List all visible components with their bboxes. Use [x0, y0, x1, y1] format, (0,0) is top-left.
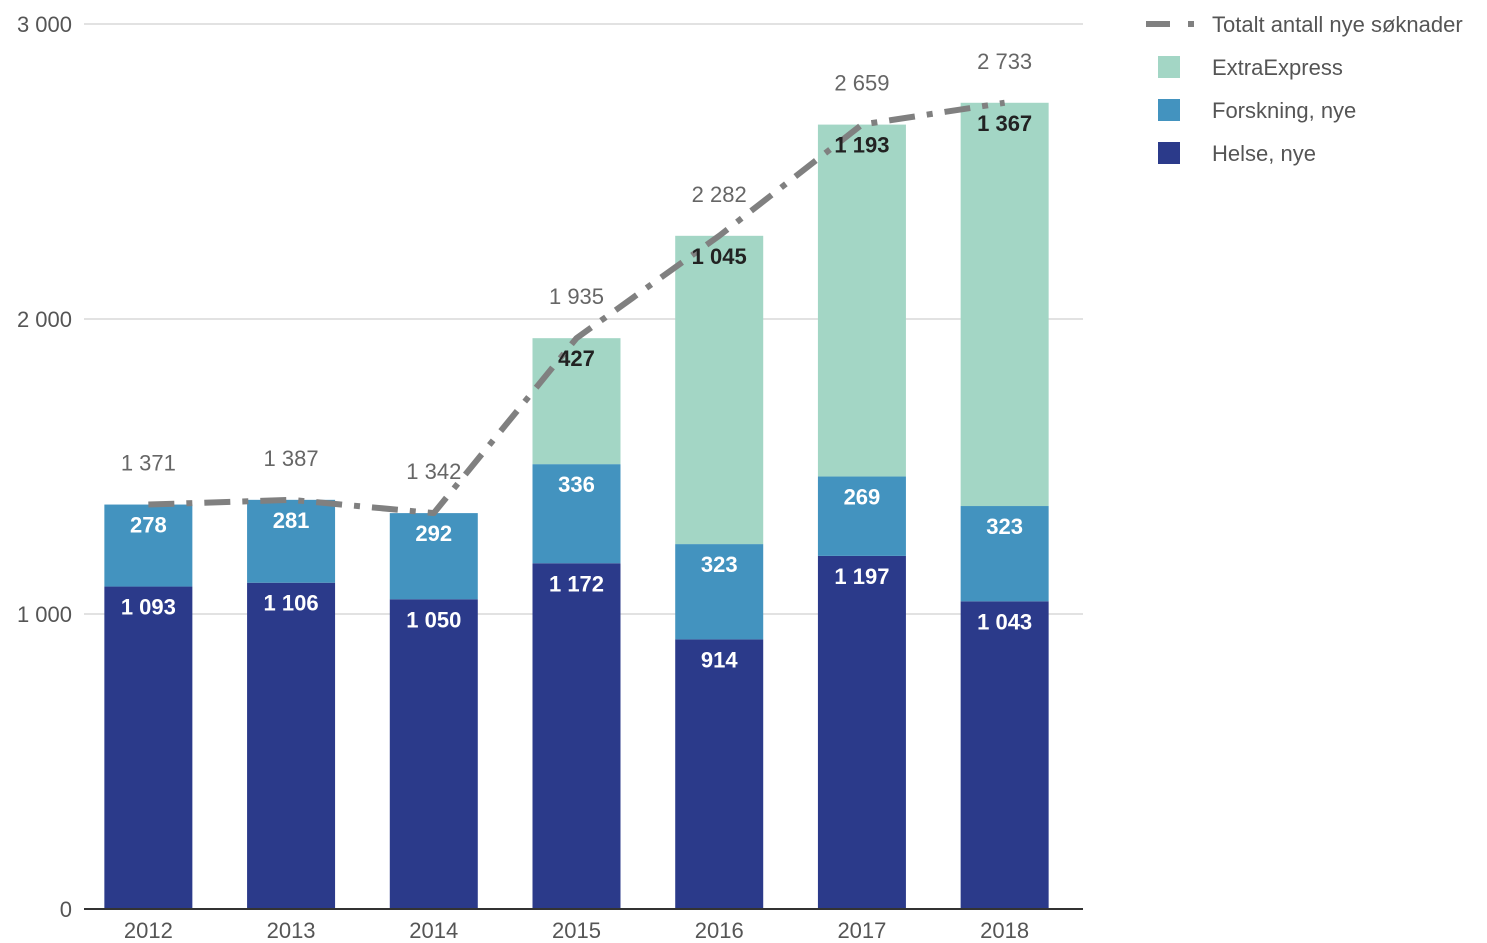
x-tick-label: 2016: [695, 918, 744, 943]
bar-segment: [675, 235, 764, 545]
bar-segment: [675, 544, 764, 640]
total-value-label: 2 282: [692, 182, 747, 207]
segment-value-label: 1 045: [692, 244, 747, 269]
segment-value-label: 1 043: [977, 609, 1032, 634]
legend-label: ExtraExpress: [1212, 55, 1343, 80]
legend: Totalt antall nye søknader ExtraExpress Fo…: [1146, 12, 1463, 166]
legend-dot-swatch: [1188, 21, 1194, 27]
y-axis: 0 1 000 2 000 3 000: [17, 12, 72, 922]
total-value-label: 1 387: [264, 446, 319, 471]
x-tick-label: 2012: [124, 918, 173, 943]
bar-segment: [532, 338, 621, 465]
segment-value-label: 427: [558, 346, 595, 371]
segment-value-label: 1 093: [121, 595, 176, 620]
total-value-label: 2 659: [834, 71, 889, 96]
bar-segment: [389, 513, 478, 600]
segment-value-label: 336: [558, 472, 595, 497]
total-value-label: 2 733: [977, 49, 1032, 74]
y-tick-label: 0: [60, 897, 72, 922]
segment-value-label: 292: [415, 521, 452, 546]
segment-value-label: 1 172: [549, 571, 604, 596]
bar-segment: [960, 102, 1049, 507]
segment-value-label: 269: [844, 485, 881, 510]
data-labels: 1 093 278 1 106 281 1 050 292 1 172 336 427 914 32…: [121, 49, 1032, 673]
x-tick-label: 2015: [552, 918, 601, 943]
segment-value-label: 1 106: [264, 591, 319, 616]
bar-segment: [960, 506, 1049, 602]
segment-value-label: 281: [273, 508, 310, 533]
x-axis: 2012 2013 2014 2015 2016 2017 2018: [84, 908, 1083, 943]
total-value-label: 1 342: [406, 459, 461, 484]
bar-segment: [247, 499, 336, 583]
legend-label: Totalt antall nye søknader: [1212, 12, 1463, 37]
y-tick-label: 2 000: [17, 307, 72, 332]
legend-swatch: [1158, 142, 1180, 164]
segment-value-label: 1 193: [834, 133, 889, 158]
segment-value-label: 1 367: [977, 111, 1032, 136]
bar-segment: [817, 124, 906, 477]
bar-segment: [532, 563, 621, 909]
x-tick-label: 2013: [267, 918, 316, 943]
x-tick-label: 2017: [837, 918, 886, 943]
segment-value-label: 1 197: [834, 564, 889, 589]
bar-segment: [247, 582, 336, 909]
bar-segment: [960, 601, 1049, 909]
x-tick-label: 2018: [980, 918, 1029, 943]
legend-swatch: [1158, 99, 1180, 121]
segment-value-label: 323: [986, 514, 1023, 539]
total-line-path: [148, 99, 1006, 517]
segment-value-label: 323: [701, 552, 738, 577]
y-tick-label: 3 000: [17, 12, 72, 37]
bar-segment: [675, 639, 764, 909]
segment-value-label: 278: [130, 513, 167, 538]
legend-label: Forskning, nye: [1212, 98, 1356, 123]
segment-value-label: 914: [701, 647, 738, 672]
bar-segment: [389, 599, 478, 909]
y-tick-label: 1 000: [17, 602, 72, 627]
x-tick-label: 2014: [409, 918, 458, 943]
segment-value-label: 1 050: [406, 607, 461, 632]
legend-label: Helse, nye: [1212, 141, 1316, 166]
bar-segment: [104, 586, 193, 909]
bar-segment: [817, 476, 906, 556]
total-value-label: 1 935: [549, 284, 604, 309]
bar-segment: [817, 555, 906, 909]
bars: [104, 102, 1049, 909]
bar-segment: [532, 464, 621, 564]
total-value-label: 1 371: [121, 451, 176, 476]
total-line: [148, 99, 1006, 517]
bar-segment: [104, 504, 193, 587]
legend-swatch: [1158, 56, 1180, 78]
